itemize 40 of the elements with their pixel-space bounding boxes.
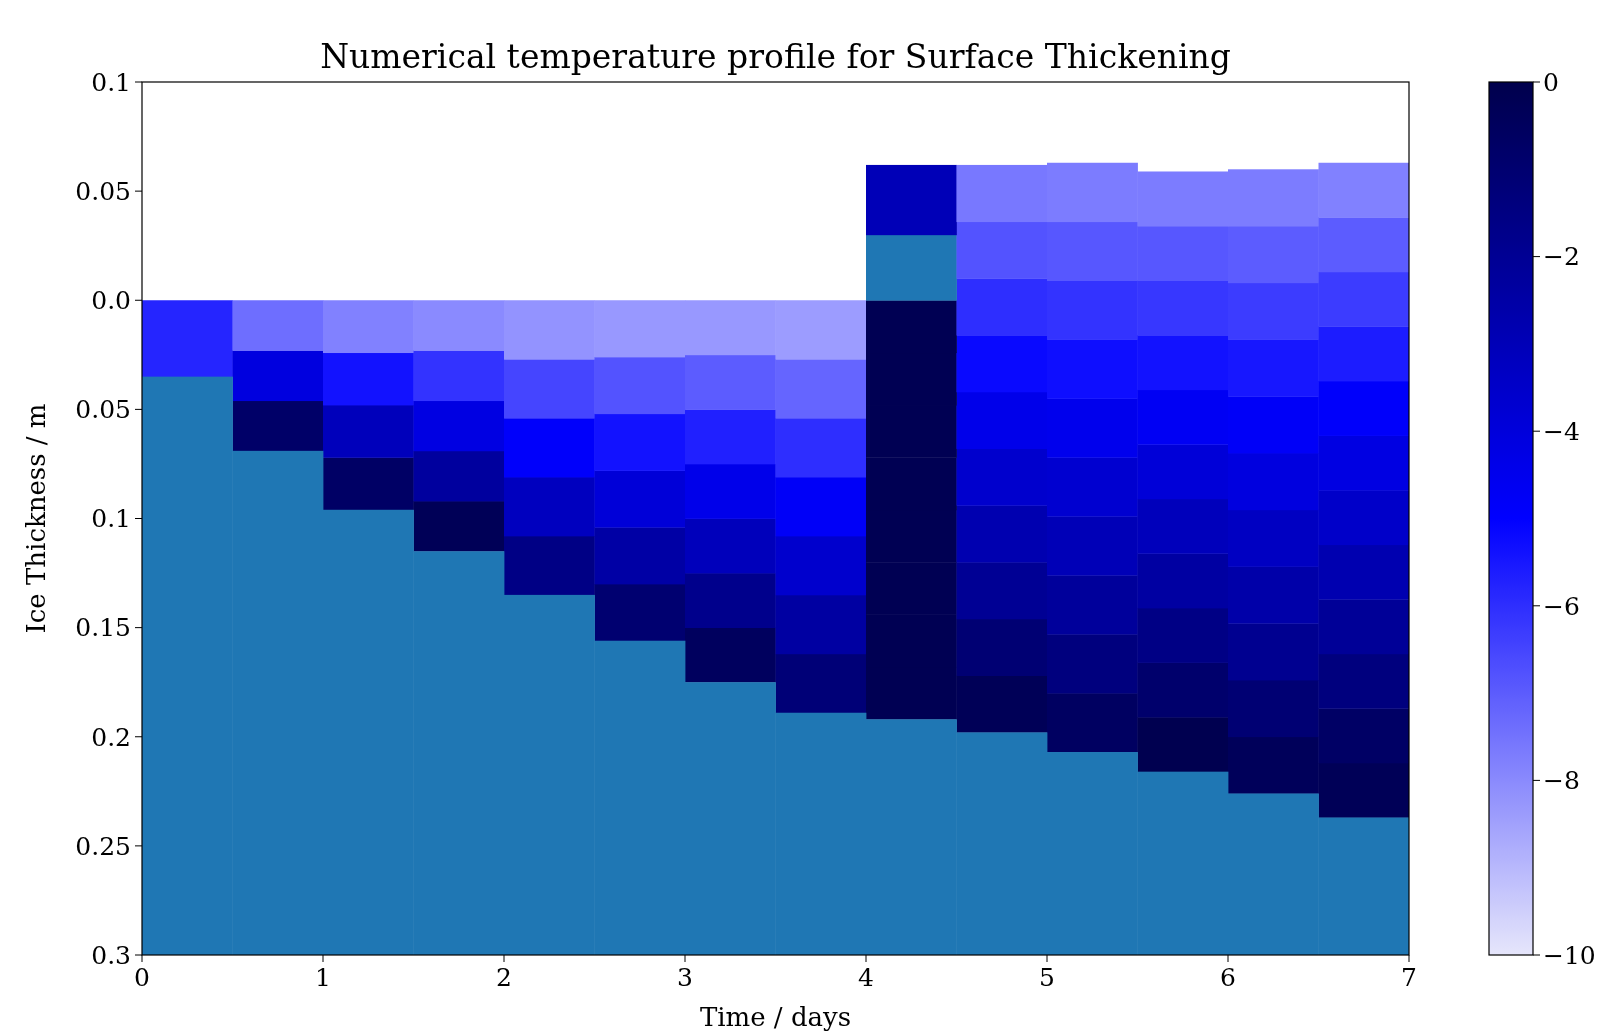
bar: [142, 300, 233, 378]
y-tick-label: 0.1: [91, 504, 131, 534]
x-tick-label: 7: [1401, 963, 1417, 992]
x-tick-label: 4: [858, 963, 874, 992]
y-tick-label: 0.05: [75, 395, 131, 425]
y-tick-label: 0.1: [91, 67, 131, 97]
bar: [504, 477, 595, 537]
bar: [775, 653, 867, 714]
bar: [413, 450, 505, 502]
color-bar-label: −4: [1543, 416, 1580, 446]
y-tick-label: 0.15: [75, 613, 131, 643]
color-bar-label: −6: [1543, 591, 1580, 621]
x-tick-label: 3: [677, 963, 693, 992]
x-tick-label: 0: [134, 963, 150, 992]
bar: [685, 573, 776, 629]
bar: [323, 457, 414, 511]
x-tick-label: 5: [1039, 963, 1055, 992]
y-tick-label: 0.3: [91, 940, 131, 970]
x-axis-title: Time / days: [699, 1002, 852, 1031]
x-tick-label: 2: [496, 963, 512, 992]
bar: [594, 527, 686, 585]
y-axis-title: Ice Thickness / m: [21, 403, 51, 634]
bar: [232, 300, 324, 351]
x-tick-label: 1: [315, 963, 331, 992]
color-bar-label: 0: [1543, 67, 1559, 97]
y-tick-label: 0.0: [91, 286, 131, 315]
color-bar-label: −8: [1543, 766, 1580, 796]
color-bar-label: −10: [1543, 940, 1596, 970]
bar: [504, 359, 595, 419]
color-bar-label: −2: [1543, 242, 1580, 272]
x-tick-label: 6: [1220, 963, 1236, 992]
y-tick-label: 0.25: [75, 831, 131, 861]
chart-title: Numerical temperature profile for Surface Thickening: [320, 37, 1231, 76]
bar: [594, 583, 686, 642]
bar: [685, 627, 776, 683]
bar: [685, 409, 776, 465]
bar: [232, 400, 324, 452]
y-tick-label: 0.2: [91, 722, 131, 752]
bar: [413, 501, 505, 552]
y-tick-label: 0.05: [75, 176, 131, 206]
